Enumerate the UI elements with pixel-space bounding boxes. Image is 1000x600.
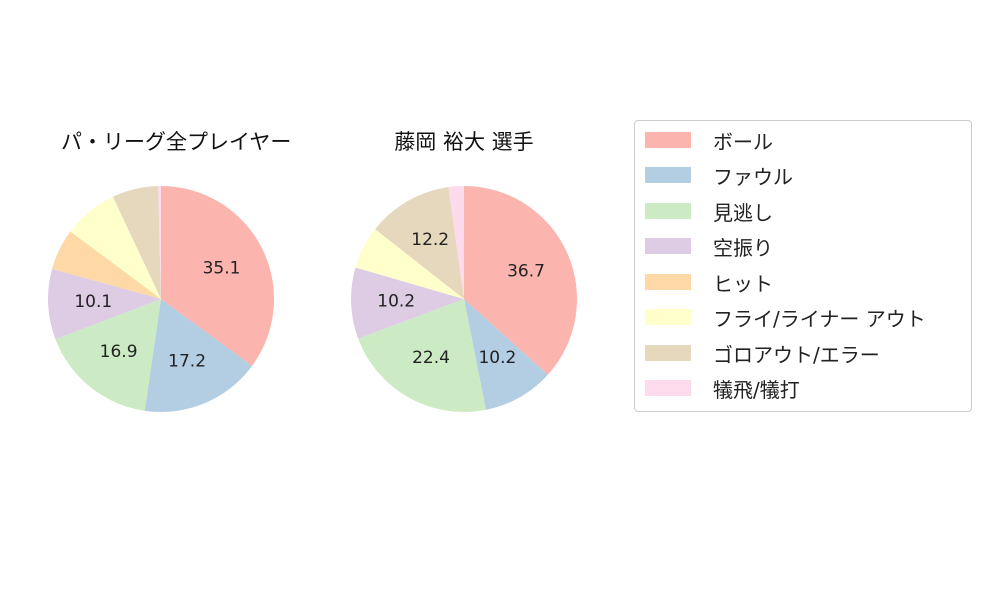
legend-label: フライ/ライナー アウト [713,306,926,331]
legend-item-called-strike: 見逃し [645,198,773,225]
pie-slice-label: 10.2 [478,348,516,368]
pie-slice [52,231,161,299]
pie-title-league: パ・リーグ全プレイヤー [61,130,292,154]
pie-slice [48,268,161,340]
pie-slice [375,187,464,299]
legend-item-ball: ボール [645,127,773,154]
legend-label: ヒット [713,271,773,296]
legend-swatch [645,203,691,219]
pie-slice-label: 10.2 [377,292,415,312]
legend-label: 犠飛/犠打 [713,377,800,402]
legend-label: 見逃し [713,200,773,225]
legend-swatch [645,309,691,325]
pie-slice-label: 10.1 [74,292,112,312]
pie-slice [161,186,274,366]
legend-label: 空振り [713,235,773,260]
legend-swatch [645,345,691,361]
legend-swatch [645,238,691,254]
pie-slice [464,186,578,375]
legend-swatch [645,274,691,290]
pie-slice [112,186,161,299]
legend-swatch [645,167,691,183]
pie-slice-label: 17.2 [168,352,206,372]
pie-slice [355,229,464,299]
pie-title-player: 藤岡 裕大 選手 [394,130,534,154]
legend-item-hit: ヒット [645,269,773,296]
pie-slice [55,299,161,411]
pie-slice [70,196,161,299]
legend-item-swinging-strike: 空振り [645,233,773,260]
legend-item-grounder-out-error: ゴロアウト/エラー [645,340,880,367]
pie-slice-label: 22.4 [412,348,450,368]
pie-slice-label: 12.2 [411,230,449,250]
pie-slice-label: 36.7 [507,262,545,282]
pie-slice-label: 35.1 [203,258,241,278]
legend-label: ファウル [713,164,793,189]
pie-slice [448,186,464,299]
pie-slice [144,299,252,412]
pie-slice [351,267,464,339]
legend-swatch [645,380,691,396]
legend-swatch [645,132,691,148]
legend-label: ボール [713,129,773,154]
pie-slice-label: 16.9 [100,342,138,362]
legend-item-sacrifice: 犠飛/犠打 [645,375,800,402]
pie-slice [158,186,161,299]
pie-slice [358,299,486,412]
legend: ボール ファウル 見逃し 空振り ヒット フライ/ライナー アウト ゴロアウト/… [634,120,972,412]
pie-slice [464,299,548,410]
legend-item-fly-liner-out: フライ/ライナー アウト [645,304,926,331]
legend-item-foul: ファウル [645,162,793,189]
legend-label: ゴロアウト/エラー [713,342,880,367]
